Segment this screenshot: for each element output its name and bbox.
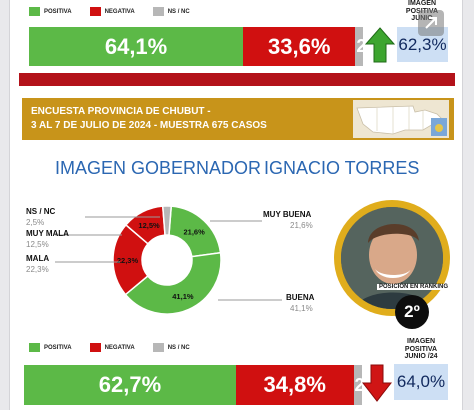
bottom-caption-line2: POSITIVA bbox=[404, 345, 438, 353]
bottom-caption-line1: IMAGEN bbox=[407, 338, 435, 345]
pie-value-nsnc: 2,5% bbox=[26, 218, 45, 227]
legend-label-positiva: POSITIVA bbox=[44, 8, 72, 15]
open-external-icon bbox=[425, 17, 437, 29]
donut-label-buena: 41,1% bbox=[172, 292, 194, 301]
bottom-legend-swatch-positiva bbox=[29, 343, 40, 352]
chubut-map bbox=[353, 100, 449, 138]
title-right: IGNACIO TORRES bbox=[264, 158, 420, 178]
title-left: IMAGEN GOBERNADOR bbox=[55, 158, 262, 178]
bottom-legend: POSITIVA NEGATIVA NS / NC bbox=[29, 343, 208, 352]
legend-label-negativa: NEGATIVA bbox=[104, 8, 135, 15]
bottom-caption-line3: JUNIO /24 bbox=[404, 353, 438, 360]
legend-swatch-negativa bbox=[89, 7, 101, 16]
pie-value-buena: 41,1% bbox=[290, 304, 313, 313]
governor-photo bbox=[341, 207, 443, 309]
top-legend: POSITIVA NEGATIVA NS / NC bbox=[29, 7, 208, 16]
bottom-stacked-bar: 62,7% 34,8% 2,5 bbox=[24, 365, 380, 405]
bottom-legend-swatch-negativa bbox=[89, 343, 101, 352]
top-stacked-bar: 64,1% 33,6% 2,3 bbox=[29, 27, 381, 66]
leader-lines bbox=[55, 216, 282, 301]
pie-label-muybuena: MUY BUENA bbox=[263, 210, 312, 219]
donut-slice-nsnc bbox=[161, 205, 173, 236]
donut-slice-buena bbox=[124, 251, 222, 315]
right-frame-edge bbox=[462, 0, 474, 410]
pie-label-buena: BUENA bbox=[286, 293, 315, 302]
down-arrow-icon bbox=[362, 364, 392, 402]
bottom-legend-swatch-nsnc bbox=[152, 343, 164, 352]
donut-label-muy-buena: 21,6% bbox=[183, 227, 205, 236]
map-shape-icon bbox=[356, 105, 447, 136]
pie-value-muymala: 12,5% bbox=[26, 240, 49, 249]
bottom-bar-positiva: 62,7% bbox=[24, 365, 236, 405]
bottom-side-value: 64,0% bbox=[394, 364, 448, 400]
bottom-legend-label-nsnc: NS / NC bbox=[167, 344, 190, 351]
top-bar-negativa: 33,6% bbox=[243, 27, 356, 66]
portrait-icon bbox=[341, 207, 443, 309]
ranking-position: 2º bbox=[395, 295, 429, 329]
legend-label-nsnc: NS / NC bbox=[167, 8, 190, 15]
expand-icon[interactable] bbox=[418, 10, 444, 36]
bottom-legend-label-positiva: POSITIVA bbox=[44, 344, 72, 351]
pie-label-nsnc: NS / NC bbox=[26, 207, 56, 216]
ranking-caption: POSICIÓN EN RANKING bbox=[377, 284, 451, 290]
up-arrow-icon bbox=[365, 27, 395, 63]
survey-line-2: 3 AL 7 DE JULIO DE 2024 - MUESTRA 675 CA… bbox=[31, 120, 267, 131]
pie-value-muybuena: 21,6% bbox=[290, 221, 313, 230]
donut-label-mala: 22,3% bbox=[117, 256, 139, 265]
red-divider bbox=[19, 73, 455, 86]
pie-label-muymala: MUY MALA bbox=[26, 229, 69, 238]
legend-swatch-positiva bbox=[29, 7, 40, 16]
legend-swatch-nsnc bbox=[152, 7, 164, 16]
bottom-bar-nsnc: 2,5 bbox=[353, 365, 380, 405]
survey-line-1: ENCUESTA PROVINCIA DE CHUBUT - bbox=[31, 106, 211, 117]
top-bar-positiva: 64,1% bbox=[29, 27, 244, 66]
pie-label-mala: MALA bbox=[26, 254, 50, 263]
bottom-side-caption: IMAGEN POSITIVA JUNIO /24 bbox=[396, 338, 446, 361]
bottom-legend-label-negativa: NEGATIVA bbox=[104, 344, 135, 351]
bottom-bar-negativa: 34,8% bbox=[235, 365, 354, 405]
donut-label-muy-mala: 12,5% bbox=[138, 221, 160, 230]
left-frame-edge bbox=[0, 0, 10, 410]
pie-value-mala: 22,3% bbox=[26, 265, 49, 274]
